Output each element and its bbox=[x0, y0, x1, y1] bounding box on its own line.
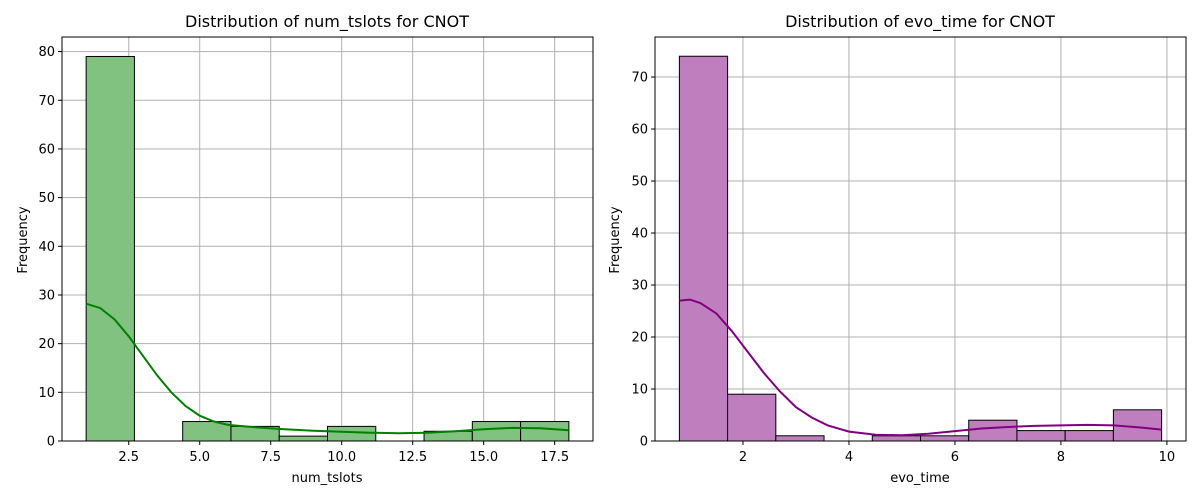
x-tick-label: 12.5 bbox=[398, 450, 427, 465]
y-tick-label: 80 bbox=[38, 45, 55, 60]
histogram-bar bbox=[1064, 430, 1114, 442]
histogram-bar bbox=[871, 435, 922, 442]
x-tick-label: 15.0 bbox=[469, 450, 498, 465]
y-axis-label: Frequency bbox=[16, 206, 31, 273]
histogram-bar bbox=[520, 421, 570, 442]
plot-frame bbox=[61, 36, 594, 442]
y-tick-label: 0 bbox=[47, 435, 55, 450]
x-axis-label: num_tslots bbox=[292, 471, 363, 486]
histogram-bar bbox=[920, 435, 970, 442]
grid bbox=[655, 37, 1186, 442]
y-tick-label: 30 bbox=[631, 279, 648, 294]
kde-curve bbox=[85, 302, 569, 435]
y-tick-label: 50 bbox=[631, 175, 648, 190]
histogram-bar bbox=[775, 435, 825, 442]
x-tick-label: 2 bbox=[739, 450, 747, 465]
y-tick-label: 70 bbox=[38, 94, 55, 109]
y-tick-label: 20 bbox=[38, 337, 55, 352]
chart-title: Distribution of evo_time for CNOT bbox=[785, 12, 1055, 32]
y-tick-label: 20 bbox=[631, 331, 648, 346]
y-tick-label: 0 bbox=[640, 435, 648, 450]
histogram-bar bbox=[1016, 430, 1066, 442]
x-tick-label: 6 bbox=[951, 450, 959, 465]
x-tick-label: 10 bbox=[1159, 450, 1176, 465]
y-tick-label: 30 bbox=[38, 288, 55, 303]
histogram-bar bbox=[471, 421, 522, 442]
x-tick-label: 4 bbox=[845, 450, 853, 465]
y-tick-label: 50 bbox=[38, 191, 55, 206]
histogram-bar bbox=[278, 435, 328, 442]
x-tick-label: 10.0 bbox=[327, 450, 356, 465]
histogram-bar bbox=[85, 55, 135, 442]
grid bbox=[62, 37, 593, 442]
y-tick-label: 40 bbox=[631, 227, 648, 242]
y-axis-label: Frequency bbox=[608, 206, 623, 273]
x-tick-label: 7.5 bbox=[260, 450, 281, 465]
histogram-bar bbox=[968, 419, 1018, 442]
y-tick-label: 10 bbox=[38, 386, 55, 401]
x-tick-label: 8 bbox=[1057, 450, 1065, 465]
y-tick-label: 40 bbox=[38, 240, 55, 255]
histogram-bar bbox=[727, 393, 777, 442]
histogram-bar bbox=[327, 425, 377, 442]
kde-curve bbox=[679, 298, 1162, 437]
y-tick-label: 60 bbox=[631, 123, 648, 138]
bars bbox=[85, 55, 570, 442]
x-tick-label: 17.5 bbox=[540, 450, 569, 465]
plot-frame bbox=[654, 36, 1187, 442]
y-tick-label: 60 bbox=[38, 142, 55, 157]
x-axis-label: evo_time bbox=[890, 471, 950, 486]
x-tick-label: 2.5 bbox=[118, 450, 139, 465]
histogram-bar bbox=[678, 55, 729, 442]
y-tick-label: 10 bbox=[631, 383, 648, 398]
x-tick-label: 5.0 bbox=[189, 450, 210, 465]
bars bbox=[678, 55, 1163, 442]
evo-time-histogram: Distribution of evo_time for CNOT evo_ti… bbox=[608, 12, 1187, 486]
num-tslots-histogram: Distribution of num_tslots for CNOT num_… bbox=[16, 12, 594, 486]
y-tick-label: 70 bbox=[631, 71, 648, 86]
chart-title: Distribution of num_tslots for CNOT bbox=[185, 12, 469, 32]
